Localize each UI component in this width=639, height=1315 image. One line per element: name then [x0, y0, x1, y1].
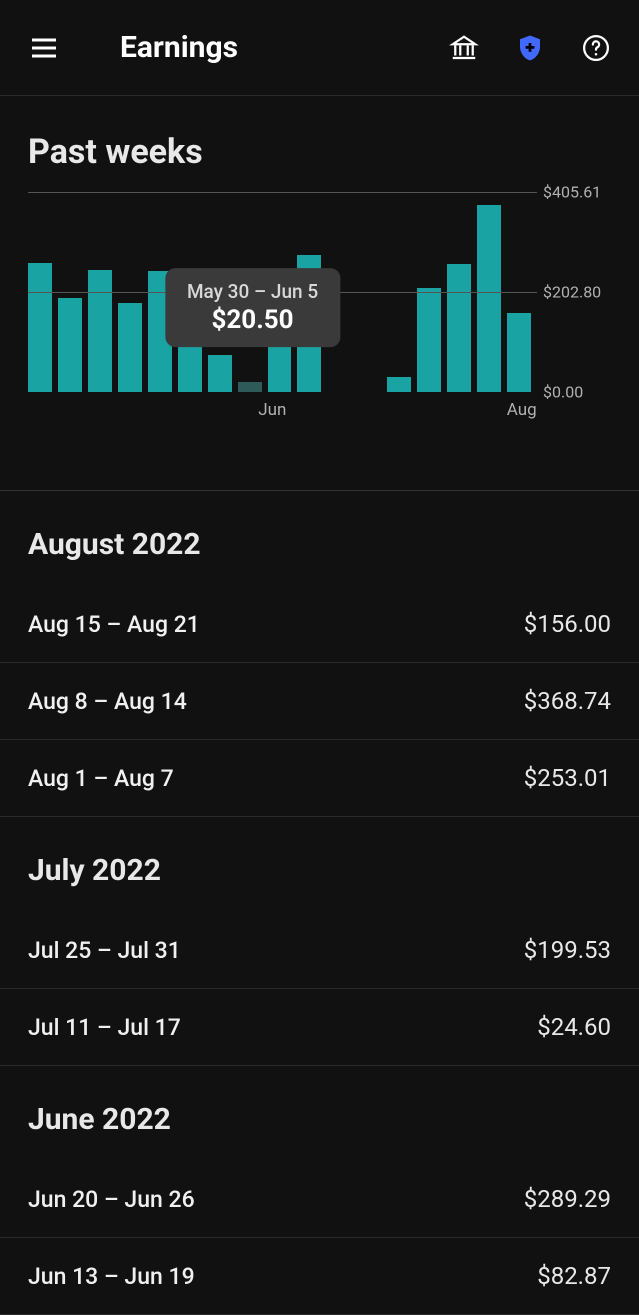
x-tick-label: Aug — [507, 400, 537, 420]
week-range: Aug 8 – Aug 14 — [28, 688, 187, 715]
week-row[interactable]: Aug 8 – Aug 14 $368.74 — [0, 663, 639, 740]
week-row[interactable]: Aug 1 – Aug 7 $253.01 — [0, 740, 639, 817]
chart-bar[interactable] — [88, 270, 112, 392]
week-amount: $253.01 — [524, 764, 611, 792]
week-amount: $24.60 — [537, 1013, 611, 1041]
week-row[interactable]: Jun 20 – Jun 26 $289.29 — [0, 1161, 639, 1238]
week-amount: $199.53 — [524, 936, 611, 964]
month-header: July 2022 — [0, 817, 639, 912]
chart-bar[interactable] — [297, 255, 321, 392]
chart-bar[interactable] — [268, 285, 292, 392]
week-range: Jun 13 – Jun 19 — [28, 1263, 195, 1290]
week-row[interactable]: Jul 11 – Jul 17 $24.60 — [0, 989, 639, 1066]
week-row[interactable]: Aug 15 – Aug 21 $156.00 — [0, 586, 639, 663]
shield-plus-icon[interactable] — [515, 33, 545, 63]
chart-bar[interactable] — [58, 298, 82, 392]
chart-bar[interactable] — [477, 205, 501, 392]
chart-bar[interactable] — [507, 313, 531, 392]
week-range: Jun 20 – Jun 26 — [28, 1186, 195, 1213]
week-row[interactable]: Jul 25 – Jul 31 $199.53 — [0, 912, 639, 989]
header-actions — [449, 33, 611, 63]
chart-bar[interactable] — [148, 271, 172, 392]
chart-bar[interactable] — [118, 303, 142, 392]
chart-y-labels: $405.61$202.80$0.00 — [537, 192, 611, 392]
app-header: Earnings — [0, 0, 639, 96]
y-tick-label: $0.00 — [543, 383, 583, 402]
earnings-list: August 2022 Aug 15 – Aug 21 $156.00 Aug 8 –… — [0, 491, 639, 1315]
x-tick-label: Jun — [258, 400, 286, 420]
week-amount: $289.29 — [524, 1185, 611, 1213]
y-tick-label: $405.61 — [543, 183, 601, 202]
bank-icon[interactable] — [449, 33, 479, 63]
month-header: August 2022 — [0, 491, 639, 586]
week-amount: $82.87 — [537, 1262, 611, 1290]
y-tick-label: $202.80 — [543, 283, 601, 302]
week-row[interactable]: Jun 13 – Jun 19 $82.87 — [0, 1238, 639, 1315]
menu-icon[interactable] — [28, 32, 60, 64]
chart-bar[interactable] — [208, 355, 232, 392]
chart-title: Past weeks — [0, 96, 639, 192]
week-amount: $156.00 — [524, 610, 611, 638]
week-range: Aug 1 – Aug 7 — [28, 765, 174, 792]
week-range: Jul 25 – Jul 31 — [28, 937, 181, 964]
week-range: Jul 11 – Jul 17 — [28, 1014, 181, 1041]
help-icon[interactable] — [581, 33, 611, 63]
week-amount: $368.74 — [524, 687, 611, 715]
chart-bar[interactable] — [387, 377, 411, 392]
chart-bar[interactable] — [447, 264, 471, 392]
month-header: June 2022 — [0, 1066, 639, 1161]
chart-bar[interactable] — [28, 263, 52, 392]
week-range: Aug 15 – Aug 21 — [28, 611, 200, 638]
chart-bars[interactable]: May 30 – Jun 5 $20.50 — [28, 192, 537, 392]
chart-bar[interactable] — [178, 269, 202, 392]
chart-x-axis: Jun Aug — [28, 400, 537, 430]
chart-bar[interactable] — [238, 382, 262, 392]
chart-bar[interactable] — [417, 288, 441, 392]
earnings-chart: May 30 – Jun 5 $20.50 $405.61$202.80$0.0… — [0, 192, 639, 490]
page-title: Earnings — [120, 30, 449, 65]
